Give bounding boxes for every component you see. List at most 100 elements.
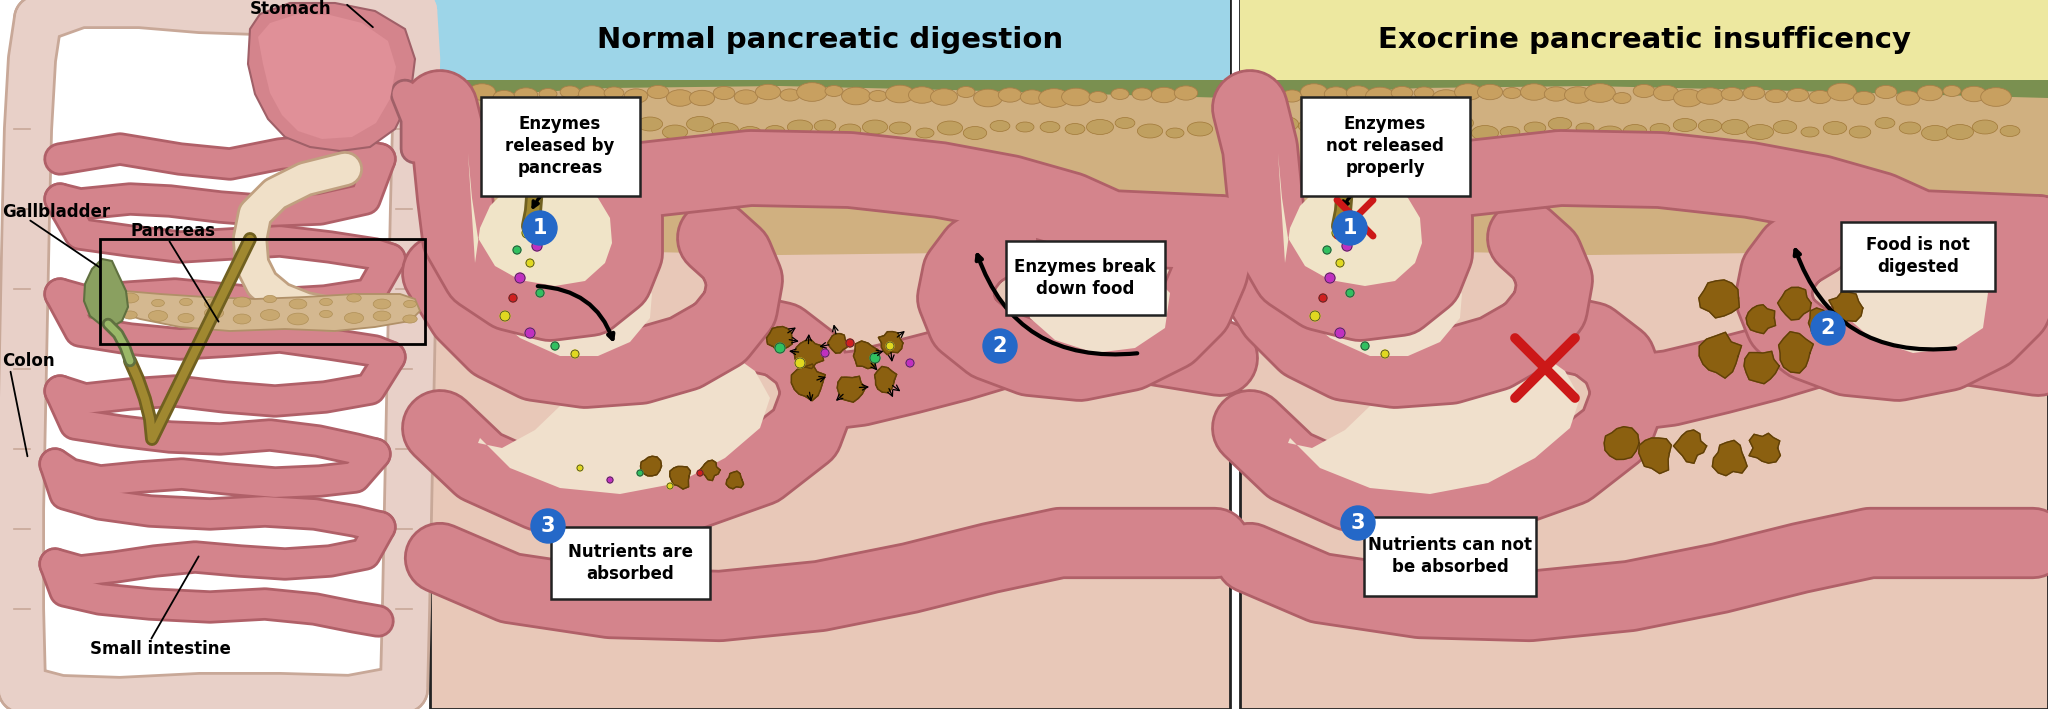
Ellipse shape [797,83,827,101]
FancyBboxPatch shape [1364,516,1536,596]
Ellipse shape [997,88,1022,102]
Polygon shape [838,376,866,402]
Ellipse shape [461,121,489,137]
Polygon shape [248,3,416,151]
Ellipse shape [1165,128,1184,138]
Circle shape [1323,246,1331,254]
Polygon shape [1278,153,1421,286]
Text: Nutrients can not
be absorbed: Nutrients can not be absorbed [1368,536,1532,576]
Polygon shape [766,327,793,351]
Ellipse shape [1946,125,1974,140]
Text: 2: 2 [1821,318,1835,338]
Text: 3: 3 [541,516,555,536]
Ellipse shape [1800,127,1819,137]
Ellipse shape [563,124,586,136]
Circle shape [510,294,516,302]
Ellipse shape [1090,91,1108,103]
Circle shape [512,246,520,254]
Ellipse shape [319,311,332,318]
Polygon shape [1024,250,1169,353]
Circle shape [522,228,532,238]
Ellipse shape [264,296,276,303]
Polygon shape [477,348,770,494]
Ellipse shape [735,90,758,104]
Ellipse shape [1346,86,1370,100]
Circle shape [571,350,580,358]
Text: 3: 3 [1352,513,1366,533]
Ellipse shape [1653,85,1679,101]
Ellipse shape [1520,84,1548,100]
Ellipse shape [233,314,250,324]
Ellipse shape [319,298,332,306]
Ellipse shape [1110,89,1128,99]
Circle shape [1319,294,1327,302]
Ellipse shape [1614,92,1630,104]
Ellipse shape [938,121,963,135]
Ellipse shape [1260,91,1280,104]
Ellipse shape [1597,126,1622,140]
Circle shape [1331,228,1341,238]
Ellipse shape [637,117,664,131]
Polygon shape [1604,427,1638,459]
Ellipse shape [1565,86,1591,104]
Ellipse shape [487,121,512,135]
Ellipse shape [889,122,911,134]
Ellipse shape [1473,125,1499,140]
Text: 1: 1 [1343,218,1358,238]
Circle shape [578,465,584,471]
Bar [430,80,1231,98]
Ellipse shape [1503,87,1522,99]
Polygon shape [700,460,721,481]
Ellipse shape [1391,86,1413,99]
Text: Food is not
digested: Food is not digested [1866,236,1970,276]
Circle shape [537,289,545,297]
Ellipse shape [647,85,670,99]
Ellipse shape [713,86,735,99]
Polygon shape [1673,430,1706,463]
Circle shape [821,349,829,357]
Ellipse shape [123,311,137,319]
FancyBboxPatch shape [1006,241,1165,315]
Circle shape [983,329,1018,363]
Text: 2: 2 [993,336,1008,356]
Ellipse shape [1016,122,1034,132]
Ellipse shape [147,311,168,321]
Ellipse shape [1698,120,1722,133]
Polygon shape [1808,308,1833,335]
Ellipse shape [121,293,139,303]
Polygon shape [111,291,420,331]
Ellipse shape [494,91,514,104]
Polygon shape [727,471,743,489]
Circle shape [870,353,881,363]
Ellipse shape [178,313,195,323]
Ellipse shape [915,128,934,138]
Ellipse shape [578,86,606,102]
Ellipse shape [559,86,580,98]
Circle shape [1311,311,1321,321]
Ellipse shape [973,89,1001,107]
Ellipse shape [1632,84,1655,98]
Ellipse shape [1876,118,1894,128]
Circle shape [696,470,702,476]
Ellipse shape [780,89,801,101]
Ellipse shape [842,87,870,105]
Ellipse shape [1376,122,1395,132]
Ellipse shape [711,123,739,138]
Ellipse shape [287,313,309,325]
Polygon shape [641,456,662,476]
Ellipse shape [289,299,307,309]
Ellipse shape [1853,91,1874,105]
Polygon shape [469,153,612,286]
Polygon shape [827,334,848,353]
Ellipse shape [1585,84,1616,102]
Ellipse shape [1477,84,1503,100]
Ellipse shape [625,89,647,103]
Ellipse shape [1282,90,1303,102]
Polygon shape [84,259,127,327]
FancyBboxPatch shape [481,96,639,196]
Ellipse shape [737,126,762,140]
Circle shape [1325,273,1335,283]
Ellipse shape [1808,91,1831,104]
Circle shape [1346,289,1354,297]
Ellipse shape [989,121,1010,131]
